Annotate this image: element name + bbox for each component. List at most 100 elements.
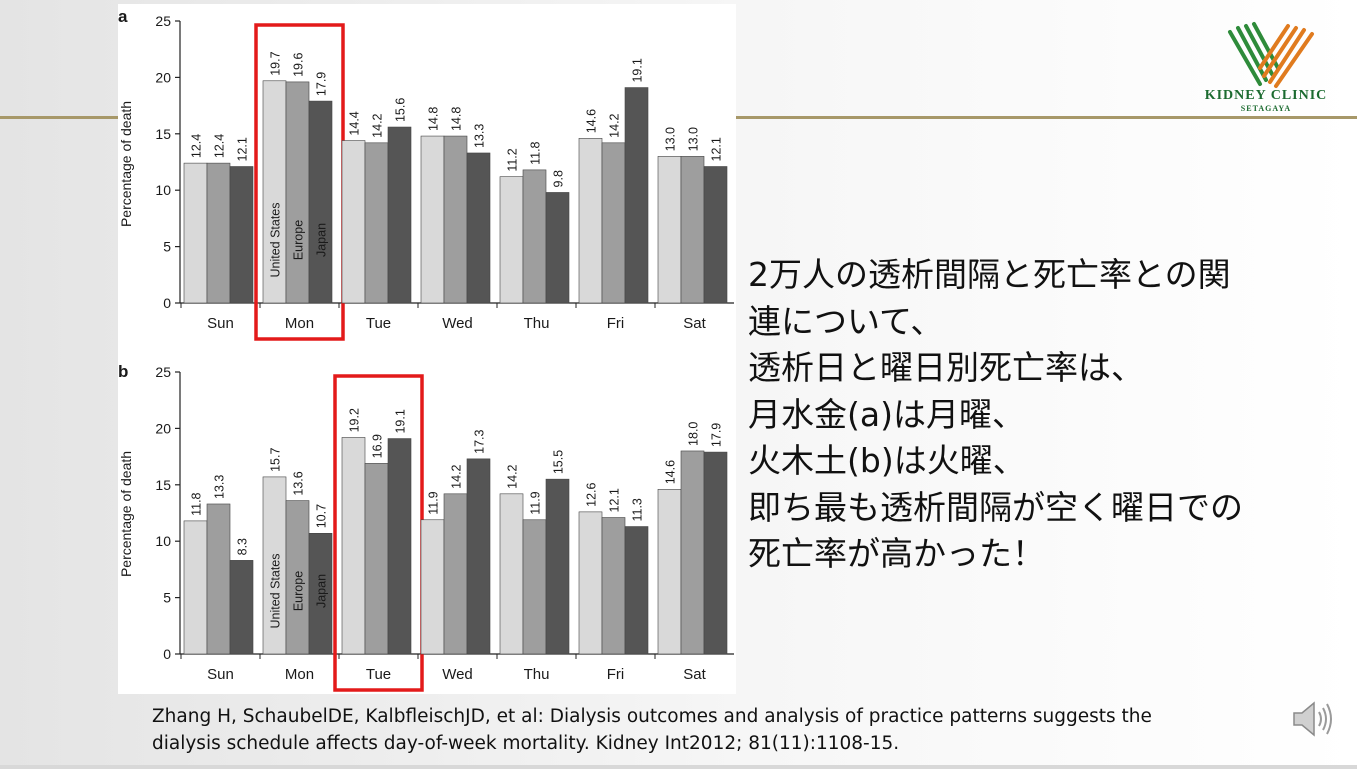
bar (206, 503, 231, 655)
bar (387, 126, 412, 304)
bar (499, 176, 524, 304)
x-tick-label: Thu (524, 666, 550, 683)
data-label: 12.1 (608, 488, 622, 512)
y-axis-title: Percentage of death (118, 451, 134, 577)
bar (578, 511, 603, 655)
series-legend-label: Japan (315, 574, 329, 608)
bar (229, 560, 254, 655)
slide-body-text: 2万人の透析間隔と死亡率との関 連について、 透析日と曜日別死亡率は、 月水金(… (748, 252, 1348, 578)
body-line: 死亡率が高かった！ (748, 534, 1045, 573)
y-tick-label: 0 (163, 646, 171, 662)
bar-charts: a Percentage of death 0 5 10 15 20 25 Sun 12.4 12.… (118, 7, 734, 692)
y-axis-title: Percentage of death (118, 101, 134, 227)
data-label: 12.4 (190, 134, 204, 158)
bar (285, 81, 310, 304)
data-label: 17.9 (315, 72, 329, 96)
x-tick-label: Thu (524, 315, 550, 332)
slide-bottom-bar (0, 765, 1357, 769)
logo-title: KIDNEY CLINIC (1204, 88, 1328, 103)
y-tick-label: 5 (163, 590, 171, 606)
body-line: 即ち最も透析間隔が空く曜日での (748, 487, 1243, 527)
data-label: 15.7 (269, 448, 283, 472)
body-line: 連について、 (748, 301, 944, 341)
data-label: 14.6 (664, 460, 678, 484)
series-legend-label: United States (269, 553, 283, 628)
panel-label: a (118, 7, 128, 26)
panel-label: b (118, 362, 128, 381)
bar (420, 519, 445, 655)
citation-line: Zhang H, SchaubelDE, KalbfleischJD, et a… (152, 706, 1152, 727)
bar (183, 162, 208, 304)
x-tick-label: Fri (607, 666, 625, 683)
x-tick-label: Mon (285, 315, 314, 332)
data-label: 8.3 (236, 538, 250, 555)
body-line: 透析日と曜日別死亡率は、 (748, 348, 1144, 387)
chart-b: b Percentage of death 0 5 10 15 20 25 Sun 11.8 13.… (118, 362, 734, 692)
series-legend-label: Japan (315, 223, 329, 257)
bar (601, 517, 626, 655)
y-tick-label: 25 (155, 364, 171, 380)
bar (308, 100, 333, 304)
data-label: 14.2 (506, 464, 520, 488)
bar (466, 152, 491, 304)
data-label: 19.1 (394, 409, 408, 433)
body-line: 2万人の透析間隔と死亡率との関 (748, 255, 1231, 294)
data-label: 11.9 (529, 491, 543, 514)
logo-subtitle: SETAGAYA (1240, 104, 1292, 113)
bar (601, 142, 626, 304)
data-label: 14.2 (450, 464, 464, 488)
bar (703, 451, 728, 655)
data-label: 13.0 (687, 127, 701, 151)
bar (466, 458, 491, 655)
kidney-clinic-logo-icon (1228, 22, 1314, 88)
y-tick-label: 0 (163, 295, 171, 311)
data-label: 11.8 (190, 492, 204, 515)
y-tick-label: 15 (155, 126, 171, 142)
data-label: 10.7 (315, 504, 329, 528)
bar (657, 489, 682, 655)
x-tick-label: Sun (207, 315, 234, 332)
data-label: 11.9 (427, 491, 441, 514)
x-tick-label: Wed (442, 315, 473, 332)
data-label: 12.4 (213, 134, 227, 158)
citation-line: dialysis schedule affects day-of-week mo… (152, 733, 900, 754)
bar (499, 493, 524, 655)
bar (341, 437, 366, 655)
data-label: 14.2 (371, 113, 385, 137)
y-tick-label: 20 (155, 69, 171, 85)
series-legend-label: United States (269, 202, 283, 277)
chart-panel: a Percentage of death 0 5 10 15 20 25 Sun 12.4 12.… (118, 4, 736, 694)
bar (578, 138, 603, 304)
bar (206, 162, 231, 304)
data-label: 15.5 (552, 450, 566, 474)
bar (680, 450, 705, 655)
y-tick-label: 15 (155, 477, 171, 493)
bar (545, 192, 570, 304)
data-label: 19.1 (631, 58, 645, 82)
body-line: 月水金(a)は月曜、 (748, 394, 1025, 434)
bar (341, 140, 366, 304)
data-label: 16.9 (371, 434, 385, 458)
y-tick-label: 20 (155, 420, 171, 436)
y-tick-label: 5 (163, 239, 171, 255)
bar (522, 169, 547, 304)
bar (229, 166, 254, 304)
bar (624, 87, 649, 304)
x-tick-label: Wed (442, 666, 473, 683)
bar (657, 156, 682, 304)
data-label: 14.8 (450, 107, 464, 131)
data-label: 15.6 (394, 98, 408, 122)
bar (522, 519, 547, 655)
bar (680, 156, 705, 304)
citation: Zhang H, SchaubelDE, KalbfleischJD, et a… (152, 703, 1272, 757)
bar (545, 478, 570, 655)
speaker-icon[interactable] (1288, 695, 1336, 743)
data-label: 13.3 (213, 475, 227, 499)
bar (624, 526, 649, 655)
data-label: 17.3 (473, 429, 487, 453)
x-tick-label: Mon (285, 666, 314, 683)
series-legend-label: Europe (292, 571, 306, 611)
data-label: 9.8 (552, 170, 566, 187)
y-tick-label: 10 (155, 533, 171, 549)
y-tick-label: 25 (155, 13, 171, 29)
